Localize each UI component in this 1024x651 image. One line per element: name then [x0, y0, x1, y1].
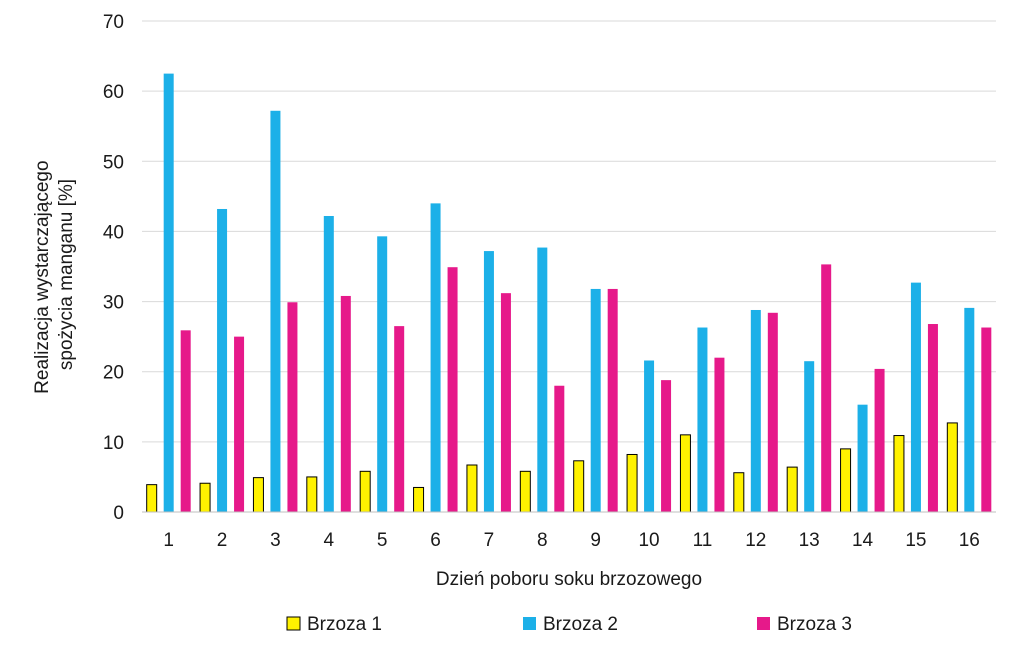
x-tick-label: 4 — [324, 530, 335, 551]
x-axis-title: Dzień poboru soku brzozowego — [436, 569, 702, 590]
legend-swatch — [286, 616, 301, 631]
x-axis-ticks: 1 2 3 4 5 6 7 8 9 10 11 12 13 14 15 16 — [163, 530, 979, 551]
y-axis-title: Realizacja wystarczającego spożycia mang… — [32, 155, 77, 394]
legend-swatch — [757, 617, 770, 630]
x-tick-label: 8 — [537, 530, 548, 551]
bar-brzoza-2 — [804, 361, 815, 512]
bar-brzoza-3 — [447, 267, 458, 512]
x-tick-label: 7 — [484, 530, 495, 551]
bar-brzoza-2 — [163, 73, 174, 512]
bar-brzoza-1 — [306, 476, 318, 513]
y-tick-label: 70 — [103, 12, 124, 33]
y-tick-label: 50 — [103, 152, 124, 173]
y-tick-label: 10 — [103, 433, 124, 454]
x-tick-label: 6 — [430, 530, 441, 551]
bar-brzoza-2 — [644, 360, 655, 512]
bar-brzoza-3 — [394, 326, 405, 512]
bar-brzoza-3 — [287, 302, 298, 512]
x-tick-label: 12 — [745, 530, 766, 551]
x-tick-label: 13 — [799, 530, 820, 551]
x-tick-label: 1 — [163, 530, 174, 551]
bar-brzoza-2 — [590, 288, 601, 512]
bar-brzoza-3 — [661, 380, 672, 512]
legend: Brzoza 1 Brzoza 2 Brzoza 3 — [286, 614, 852, 635]
gridlines — [142, 20, 996, 443]
bar-brzoza-2 — [323, 215, 334, 513]
bar-brzoza-3 — [714, 357, 725, 512]
bar-brzoza-1 — [626, 453, 638, 513]
bar-brzoza-3 — [234, 336, 245, 512]
bar-brzoza-2 — [537, 247, 548, 512]
y-tick-label: 0 — [113, 503, 124, 524]
bar-brzoza-2 — [697, 327, 708, 512]
bar-brzoza-3 — [821, 264, 832, 512]
bar-brzoza-1 — [733, 472, 745, 513]
x-tick-label: 3 — [270, 530, 281, 551]
bar-brzoza-1 — [679, 434, 691, 513]
bar-brzoza-1 — [893, 435, 905, 513]
legend-label: Brzoza 3 — [777, 614, 852, 635]
x-tick-label: 15 — [905, 530, 926, 551]
bar-brzoza-1 — [573, 460, 585, 513]
legend-swatch — [523, 617, 536, 630]
bar-brzoza-3 — [767, 312, 778, 512]
bar-brzoza-2 — [430, 203, 441, 512]
bar-brzoza-3 — [500, 293, 511, 512]
y-axis-title-line-2: spożycia manganu [%] — [56, 179, 77, 370]
bar-brzoza-1 — [840, 448, 852, 513]
bar-brzoza-3 — [180, 330, 191, 512]
legend-label: Brzoza 1 — [307, 614, 382, 635]
bar-brzoza-2 — [270, 110, 281, 512]
bar-brzoza-1 — [519, 470, 531, 513]
bar-brzoza-1 — [466, 464, 478, 513]
y-axis-title-line-1: Realizacja wystarczającego — [32, 160, 53, 393]
x-tick-label: 9 — [590, 530, 601, 551]
bar-brzoza-2 — [857, 404, 868, 512]
bar-brzoza-1 — [199, 482, 211, 513]
y-tick-label: 60 — [103, 82, 124, 103]
y-tick-label: 30 — [103, 293, 124, 314]
bar-brzoza-3 — [927, 324, 938, 512]
bar-brzoza-3 — [340, 295, 351, 512]
x-tick-label: 2 — [217, 530, 228, 551]
y-tick-label: 40 — [103, 222, 124, 243]
x-tick-label: 11 — [693, 530, 713, 551]
bar-brzoza-1 — [946, 422, 958, 513]
bar-brzoza-2 — [750, 309, 761, 512]
bar-brzoza-3 — [554, 385, 565, 512]
bar-brzoza-1 — [359, 470, 371, 513]
bar-brzoza-2 — [377, 236, 388, 513]
x-tick-label: 10 — [638, 530, 659, 551]
y-tick-label: 20 — [103, 363, 124, 384]
bar-brzoza-1 — [413, 486, 425, 513]
bar-brzoza-3 — [607, 288, 618, 512]
bar-brzoza-2 — [910, 282, 921, 512]
bar-brzoza-1 — [786, 466, 798, 513]
bar-brzoza-2 — [964, 307, 975, 512]
bar-brzoza-3 — [981, 327, 992, 512]
bar-brzoza-3 — [874, 368, 885, 512]
x-tick-label: 16 — [959, 530, 980, 551]
bar-brzoza-2 — [217, 208, 228, 513]
bars — [146, 73, 992, 513]
bar-brzoza-2 — [483, 251, 494, 512]
bar-brzoza-1 — [252, 477, 264, 513]
y-axis-ticks: 0 10 20 30 40 50 60 70 — [103, 12, 124, 524]
legend-label: Brzoza 2 — [543, 614, 618, 635]
x-tick-label: 5 — [377, 530, 388, 551]
bar-brzoza-1 — [146, 484, 158, 513]
x-tick-label: 14 — [852, 530, 874, 551]
